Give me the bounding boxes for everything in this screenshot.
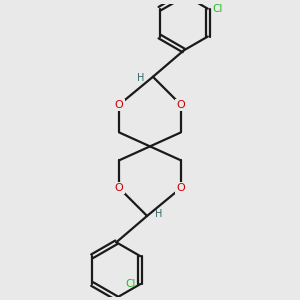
Text: H: H	[155, 209, 163, 220]
Text: O: O	[176, 100, 185, 110]
Text: O: O	[176, 183, 185, 193]
Text: Cl: Cl	[126, 279, 136, 289]
Text: H: H	[137, 73, 145, 83]
Text: Cl: Cl	[212, 4, 223, 14]
Text: O: O	[115, 100, 124, 110]
Text: O: O	[115, 183, 124, 193]
